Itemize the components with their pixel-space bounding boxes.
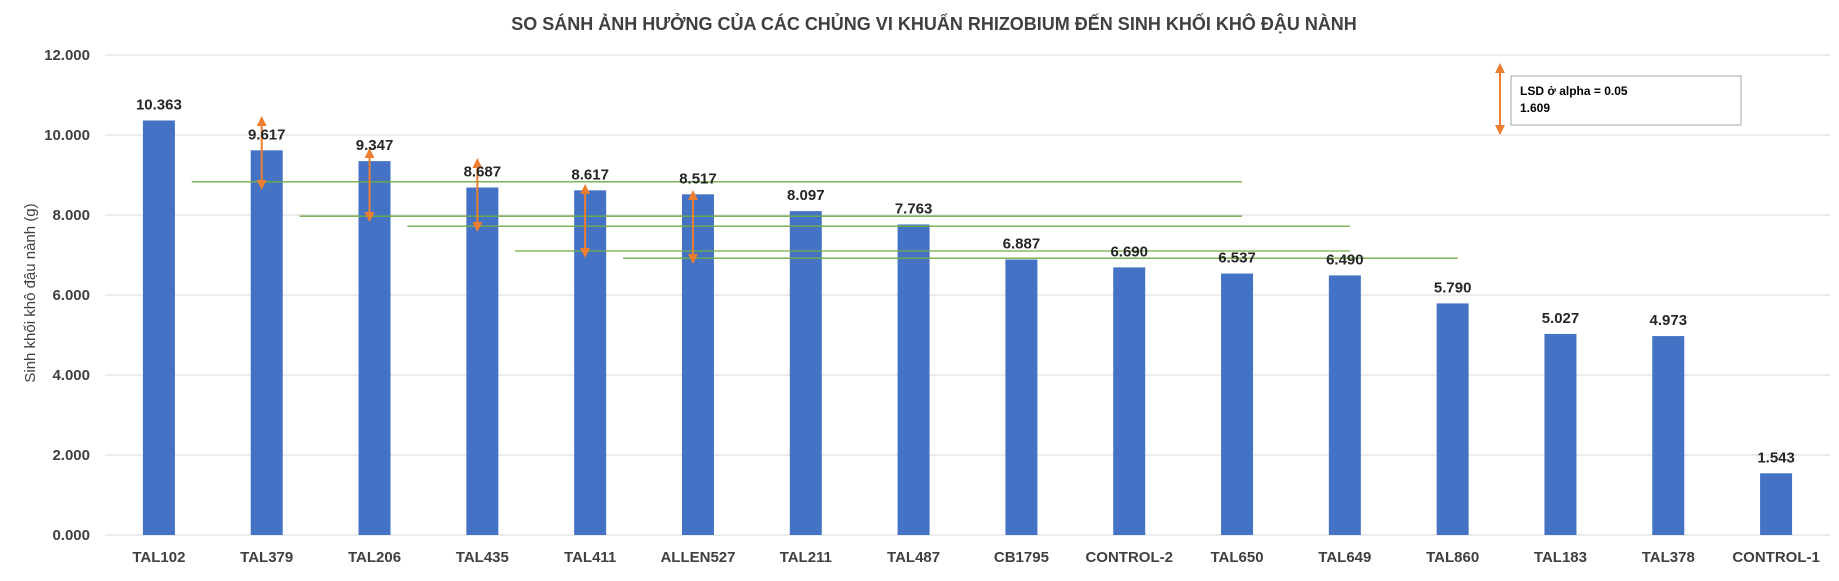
x-tick-label: TAL379 xyxy=(240,549,293,566)
y-axis-label: Sinh khối khô đậu nành (g) xyxy=(22,203,39,382)
data-label: 1.543 xyxy=(1757,449,1795,466)
x-tick-label: TAL649 xyxy=(1318,549,1371,566)
data-label: 8.687 xyxy=(464,164,502,181)
bar xyxy=(1760,473,1793,535)
data-label: 9.347 xyxy=(356,137,394,154)
y-tick-label: 0.000 xyxy=(52,527,90,544)
data-label: 4.973 xyxy=(1650,312,1688,329)
data-label: 5.790 xyxy=(1434,279,1472,296)
bar xyxy=(466,187,499,535)
data-label: 6.690 xyxy=(1110,243,1148,260)
data-label: 8.617 xyxy=(571,166,609,183)
bar xyxy=(1221,273,1254,535)
data-label: 10.363 xyxy=(136,96,182,113)
bar xyxy=(358,161,391,535)
data-label: 5.027 xyxy=(1542,310,1580,327)
y-tick-label: 2.000 xyxy=(52,447,90,464)
x-tick-label: TAL378 xyxy=(1642,549,1695,566)
bar xyxy=(681,194,714,535)
legend-lsd-value: 1.609 xyxy=(1520,101,1550,115)
bar xyxy=(574,190,607,535)
y-tick-label: 12.000 xyxy=(44,47,90,64)
x-tick-label: TAL487 xyxy=(887,549,940,566)
bar xyxy=(897,224,930,536)
bar xyxy=(789,211,822,535)
y-tick-label: 6.000 xyxy=(52,287,90,304)
data-label: 6.490 xyxy=(1326,251,1364,268)
legend-lsd-label: LSD ở alpha = 0.05 xyxy=(1520,84,1628,98)
grid-layer xyxy=(105,54,1830,536)
data-label: 7.763 xyxy=(895,200,933,217)
lsd-annotation-layer xyxy=(191,116,1458,264)
y-tick-label: 8.000 xyxy=(52,207,90,224)
data-label: 8.517 xyxy=(679,170,717,187)
y-tick-label: 10.000 xyxy=(44,127,90,144)
data-label: 6.887 xyxy=(1003,236,1041,253)
x-tick-label: CONTROL-2 xyxy=(1085,549,1173,566)
bar xyxy=(1544,333,1577,535)
label-layer: 0.000 2.000 4.000 6.000 8.000 10.000 12.000 10.… xyxy=(44,47,1820,566)
x-tick-label: CONTROL-1 xyxy=(1732,549,1820,566)
y-tick-label: 4.000 xyxy=(52,367,90,384)
bar xyxy=(1005,259,1038,535)
x-tick-label: TAL183 xyxy=(1534,549,1587,566)
bar xyxy=(1113,267,1146,535)
data-label: 8.097 xyxy=(787,187,825,204)
x-tick-label: TAL435 xyxy=(456,549,509,566)
bar xyxy=(1328,275,1361,535)
x-tick-label: TAL650 xyxy=(1210,549,1263,566)
legend-box xyxy=(1510,75,1742,126)
data-label: 6.537 xyxy=(1218,250,1256,267)
x-tick-label: TAL206 xyxy=(348,549,401,566)
data-label: 9.617 xyxy=(248,126,286,143)
x-tick-label: TAL211 xyxy=(780,549,832,566)
x-tick-label: TAL860 xyxy=(1426,549,1479,566)
x-tick-label: TAL411 xyxy=(564,549,616,566)
bar xyxy=(142,120,175,535)
x-tick-label: CB1795 xyxy=(994,549,1049,566)
chart-title: SO SÁNH ẢNH HƯỞNG CỦA CÁC CHỦNG VI KHUẨN… xyxy=(511,13,1357,34)
x-tick-label: TAL102 xyxy=(132,549,185,566)
lsd-legend: LSD ở alpha = 0.05 1.609 xyxy=(1495,63,1742,135)
bar xyxy=(1436,303,1469,535)
x-tick-label: ALLEN527 xyxy=(660,549,735,566)
bar xyxy=(1652,336,1685,535)
bar-layer xyxy=(142,120,1793,536)
bar xyxy=(250,150,283,535)
